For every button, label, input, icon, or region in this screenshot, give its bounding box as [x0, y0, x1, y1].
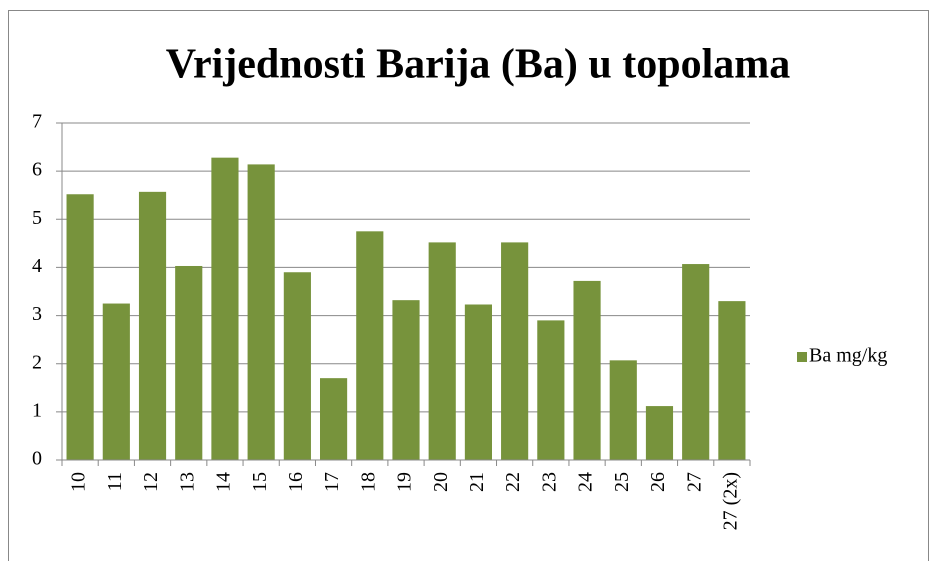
bar: [609, 360, 637, 460]
y-tick-label: 3: [32, 303, 42, 325]
bar: [573, 280, 601, 460]
chart-title: Vrijednosti Barija (Ba) u topolama: [166, 42, 791, 88]
x-tick-label: 18: [357, 472, 379, 492]
legend-label: Ba mg/kg: [809, 345, 887, 367]
bar: [718, 301, 746, 460]
bar: [320, 378, 348, 460]
bar: [138, 191, 167, 460]
x-tick-label: 21: [466, 472, 488, 492]
x-tick-label: 26: [647, 472, 669, 492]
x-tick-label: 23: [538, 472, 560, 492]
x-tick-label: 12: [140, 472, 162, 492]
y-tick-label: 5: [32, 207, 42, 229]
x-tick-label: 13: [176, 472, 198, 492]
bar: [682, 264, 710, 460]
bar: [66, 194, 94, 460]
bar: [102, 303, 130, 460]
y-tick-label: 0: [32, 448, 42, 470]
y-tick-label: 7: [32, 111, 42, 133]
x-tick-label: 22: [502, 472, 524, 492]
x-tick-label: 17: [321, 472, 343, 492]
bar: [175, 265, 203, 460]
x-tick-label: 24: [575, 472, 597, 492]
bar: [247, 164, 275, 460]
bar: [464, 304, 492, 460]
x-tick-label: 25: [611, 472, 633, 492]
bar: [428, 242, 456, 460]
y-tick-label: 1: [32, 399, 42, 421]
x-tick-label: 19: [394, 472, 416, 492]
bar: [356, 231, 384, 460]
x-tick-label: 27: [683, 472, 705, 492]
x-tick-label: 14: [213, 472, 235, 492]
x-tick-label: 15: [249, 472, 271, 492]
bar: [283, 272, 311, 460]
bar: [645, 406, 674, 460]
bar: [392, 300, 420, 460]
y-tick-label: 6: [32, 159, 42, 181]
bar: [537, 320, 565, 460]
x-tick-label: 20: [430, 472, 452, 492]
y-tick-label: 2: [32, 351, 42, 373]
legend-swatch: [797, 352, 807, 362]
y-tick-label: 4: [32, 255, 42, 277]
bar: [501, 242, 529, 460]
x-tick-label: 27 (2x): [719, 472, 741, 530]
x-tick-label: 11: [104, 472, 126, 491]
bar: [211, 157, 239, 461]
x-tick-label: 16: [285, 472, 307, 492]
x-tick-label: 10: [68, 472, 90, 492]
